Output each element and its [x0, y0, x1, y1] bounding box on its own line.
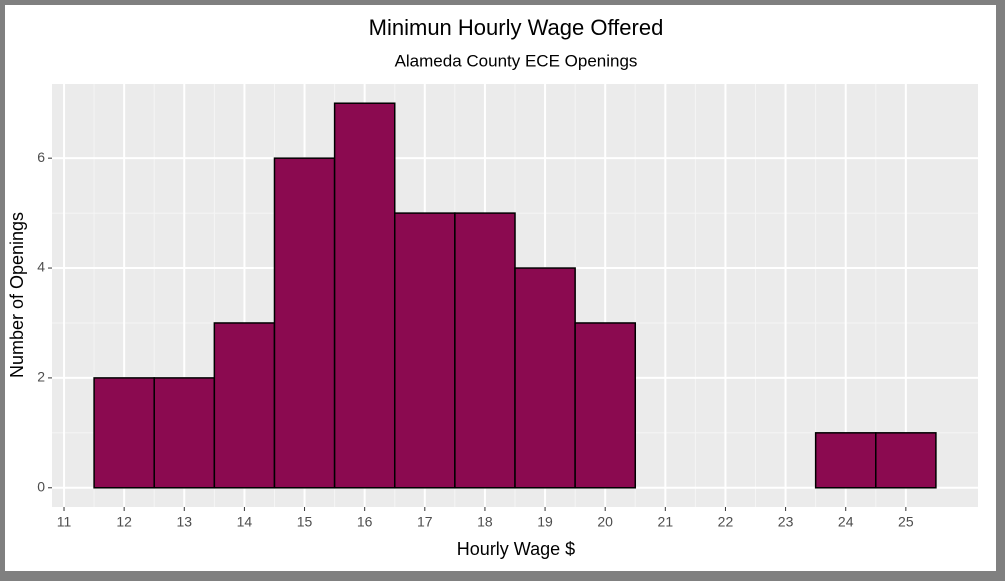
bar [153, 377, 216, 489]
x-tick-label: 17 [417, 514, 433, 530]
bar [454, 212, 516, 489]
y-tick-label: 4 [37, 259, 45, 275]
bar [393, 212, 456, 489]
x-tick-label: 25 [898, 514, 914, 530]
x-tick-label: 14 [237, 514, 253, 530]
x-tick-label: 22 [718, 514, 734, 530]
bar [875, 432, 937, 489]
x-tick-label: 12 [116, 514, 132, 530]
x-axis-label: Hourly Wage $ [457, 539, 575, 559]
x-tick-label: 13 [176, 514, 192, 530]
chart-subtitle: Alameda County ECE Openings [395, 51, 638, 70]
x-tick-label: 18 [477, 514, 493, 530]
bar [574, 322, 637, 489]
chart-title: Minimun Hourly Wage Offered [369, 15, 664, 40]
bar [514, 267, 576, 489]
x-tick-label: 24 [838, 514, 854, 530]
x-tick-label: 21 [658, 514, 674, 530]
bar [213, 322, 276, 489]
x-tick-label: 16 [357, 514, 373, 530]
x-tick-label: 20 [597, 514, 613, 530]
x-tick-label: 11 [57, 514, 72, 530]
y-axis-label: Number of Openings [7, 212, 27, 378]
x-tick-label: 15 [297, 514, 313, 530]
bar [93, 377, 155, 489]
y-tick-label: 2 [37, 369, 45, 385]
x-tick-label: 19 [537, 514, 553, 530]
x-tick-label: 23 [778, 514, 794, 530]
bar [333, 102, 396, 489]
bar [273, 157, 336, 489]
y-tick-label: 6 [37, 149, 45, 165]
y-tick-label: 0 [37, 478, 45, 494]
bar [814, 432, 877, 489]
